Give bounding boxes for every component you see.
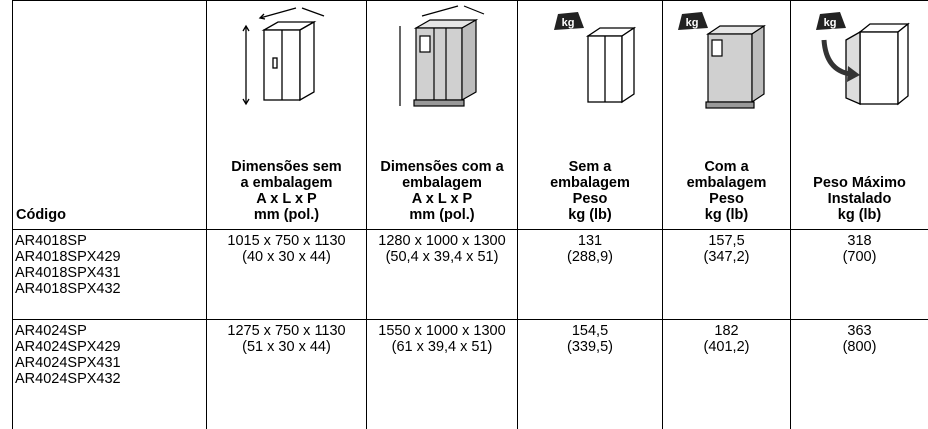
cell-line: AR4018SPX432 — [15, 281, 121, 297]
cell-line: 1550 x 1000 x 1300 — [378, 323, 506, 339]
cell-line: embalagem — [550, 175, 630, 191]
header-cell: Com a embalagem Peso kg (lb) — [662, 0, 791, 230]
data-cell: 363 (800) — [790, 319, 928, 429]
cell-line: 1275 x 750 x 1130 — [227, 323, 346, 339]
cell-line: 1015 x 750 x 1130 — [227, 233, 346, 249]
data-cell: 1015 x 750 x 1130 (40 x 30 x 44) — [206, 229, 367, 320]
cell-line: Instalado — [827, 191, 892, 207]
cell-line: (700) — [842, 249, 877, 265]
data-cell: 1275 x 750 x 1130 (51 x 30 x 44) — [206, 319, 367, 429]
cell-line: Dimensões sem — [231, 159, 342, 175]
cell-line: 182 — [714, 323, 739, 339]
cell-line: (347,2) — [703, 249, 750, 265]
cell-line: a embalagem — [240, 175, 333, 191]
cell-line: Com a — [704, 159, 749, 175]
cell-line: embalagem — [686, 175, 767, 191]
cell-line: 154,5 — [571, 323, 609, 339]
cell-line: Dimensões com a — [380, 159, 504, 175]
cell-line: (40 x 30 x 44) — [242, 249, 331, 265]
data-cell: 1280 x 1000 x 1300 (50,4 x 39,4 x 51) — [366, 229, 518, 320]
cell-line: AR4018SP — [15, 233, 87, 249]
data-cell: AR4024SP AR4024SPX429 AR4024SPX431 AR4024SP… — [12, 319, 207, 429]
data-cell: AR4018SP AR4018SPX429 AR4018SPX431 AR4018SP… — [12, 229, 207, 320]
cell-line: kg (lb) — [837, 207, 882, 223]
data-cell: 182 (401,2) — [662, 319, 791, 429]
cell-line: mm (pol.) — [409, 207, 475, 223]
data-row: AR4024SP AR4024SPX429 AR4024SPX431 AR4024SP… — [12, 319, 928, 429]
cell-line: embalagem — [402, 175, 482, 191]
data-cell: 318 (700) — [790, 229, 928, 320]
weight-icon-label: kg — [562, 17, 575, 29]
cell-line: 131 — [577, 233, 603, 249]
cell-line: (51 x 30 x 44) — [242, 339, 331, 355]
cell-line: Sem a — [568, 159, 612, 175]
cell-line: (401,2) — [703, 339, 750, 355]
data-cell: 131 (288,9) — [517, 229, 663, 320]
data-cell: 154,5 (339,5) — [517, 319, 663, 429]
cell-line: A x L x P — [411, 191, 473, 207]
data-cell: 1550 x 1000 x 1300 (61 x 39,4 x 51) — [366, 319, 518, 429]
cell-line: 363 — [847, 323, 872, 339]
cell-line: A x L x P — [256, 191, 317, 207]
header-cell: Código — [12, 0, 207, 230]
cabinet-weight-icon: kg — [554, 12, 637, 104]
cell-line: AR4024SPX431 — [15, 355, 121, 371]
packed-cabinet-dims-icon — [399, 5, 485, 107]
cell-line: AR4018SPX431 — [15, 265, 121, 281]
cell-line: AR4024SP — [15, 323, 87, 339]
cell-line: 1280 x 1000 x 1300 — [378, 233, 506, 249]
cell-line: Peso — [572, 191, 608, 207]
cabinet-dims-icon — [242, 7, 325, 106]
weight-icon-label: kg — [824, 17, 837, 29]
installed-weight-icon: kg — [816, 12, 910, 106]
cell-line: Peso — [709, 191, 744, 207]
cell-line: mm (pol.) — [253, 207, 320, 223]
cell-line: (339,5) — [567, 339, 613, 355]
cell-line: 157,5 — [708, 233, 745, 249]
cell-line: (61 x 39,4 x 51) — [391, 339, 493, 355]
weight-icon-label: kg — [686, 17, 699, 29]
cell-line: kg (lb) — [704, 207, 749, 223]
packed-cabinet-weight-icon: kg — [678, 12, 766, 109]
data-row: AR4018SP AR4018SPX429 AR4018SPX431 AR4018SP… — [12, 229, 928, 320]
cell-line: AR4024SPX432 — [15, 371, 121, 387]
data-cell: 157,5 (347,2) — [662, 229, 791, 320]
cell-line: kg (lb) — [568, 207, 612, 223]
cell-line: AR4018SPX429 — [15, 249, 121, 265]
cell-line: (50,4 x 39,4 x 51) — [385, 249, 499, 265]
cell-line: (288,9) — [567, 249, 613, 265]
cell-line: (800) — [842, 339, 877, 355]
cell-line: AR4024SPX429 — [15, 339, 121, 355]
cell-line: Código — [16, 207, 66, 223]
cell-line: Peso Máximo — [813, 175, 906, 191]
cell-line: 318 — [847, 233, 872, 249]
